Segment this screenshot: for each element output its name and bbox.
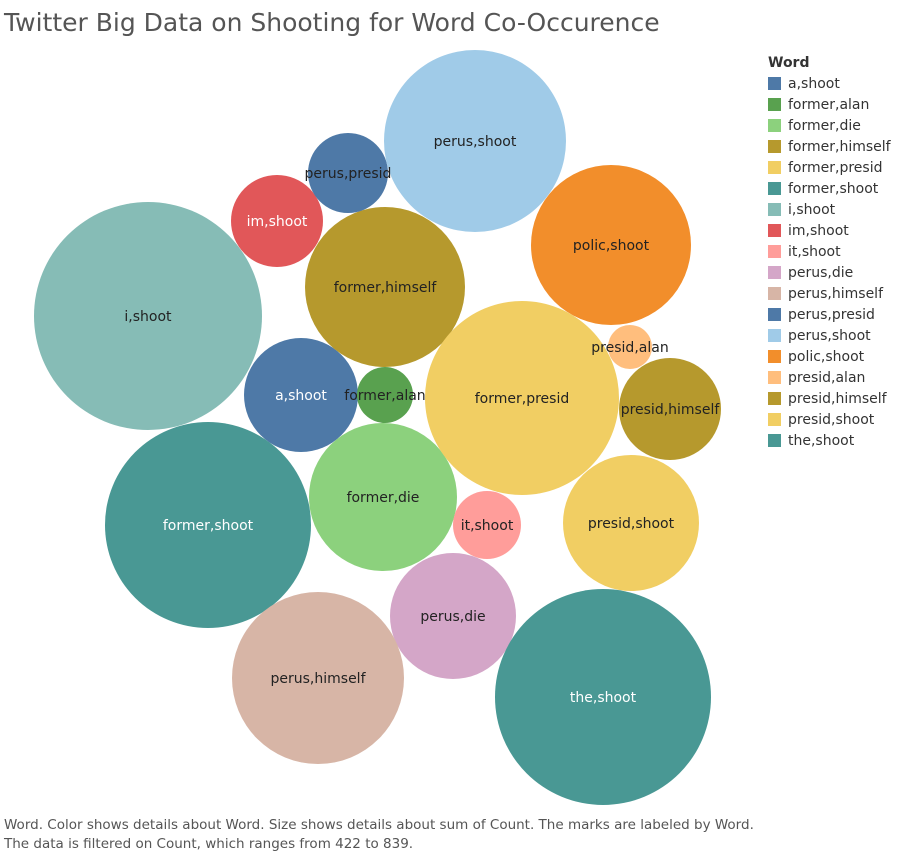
chart-title: Twitter Big Data on Shooting for Word Co… — [4, 8, 660, 37]
bubble-presid-himself[interactable] — [619, 358, 721, 460]
bubble-former-presid[interactable] — [425, 301, 619, 495]
bubble-perus-die[interactable] — [390, 553, 516, 679]
bubble-former-shoot[interactable] — [105, 422, 311, 628]
legend-label: it,shoot — [788, 243, 841, 260]
bubble-label-former-shoot: former,shoot — [163, 518, 254, 534]
legend-item-im-shoot[interactable]: im,shoot — [768, 220, 891, 241]
legend-swatch — [768, 392, 781, 405]
legend-swatch — [768, 203, 781, 216]
legend-label: perus,die — [788, 264, 854, 281]
legend-swatch — [768, 287, 781, 300]
bubble-label-a-shoot: a,shoot — [275, 388, 327, 404]
legend-item-i-shoot[interactable]: i,shoot — [768, 199, 891, 220]
legend-item-perus-shoot[interactable]: perus,shoot — [768, 325, 891, 346]
legend-title: Word — [768, 55, 810, 71]
legend-item-perus-himself[interactable]: perus,himself — [768, 283, 891, 304]
legend-item-former-shoot[interactable]: former,shoot — [768, 178, 891, 199]
bubble-label-perus-presid: perus,presid — [305, 166, 392, 182]
bubble-label-perus-die: perus,die — [420, 609, 485, 625]
bubble-label-polic-shoot: polic,shoot — [573, 238, 650, 254]
legend-swatch — [768, 245, 781, 258]
legend-swatch — [768, 161, 781, 174]
bubble-label-former-alan: former,alan — [344, 388, 425, 404]
legend-label: former,shoot — [788, 180, 879, 197]
legend-label: polic,shoot — [788, 348, 865, 365]
legend-item-former-presid[interactable]: former,presid — [768, 157, 891, 178]
bubble-label-former-die: former,die — [347, 490, 420, 506]
legend-item-former-himself[interactable]: former,himself — [768, 136, 891, 157]
bubble-perus-himself[interactable] — [232, 592, 404, 764]
bubble-polic-shoot[interactable] — [531, 165, 691, 325]
legend-label: perus,shoot — [788, 327, 871, 344]
bubble-label-i-shoot: i,shoot — [124, 309, 172, 325]
legend-item-presid-alan[interactable]: presid,alan — [768, 367, 891, 388]
chart-caption: Word. Color shows details about Word. Si… — [4, 817, 754, 852]
bubble-former-alan[interactable] — [357, 367, 413, 423]
legend-swatch — [768, 371, 781, 384]
legend-swatch — [768, 224, 781, 237]
legend-swatch — [768, 308, 781, 321]
bubble-perus-shoot[interactable] — [384, 50, 566, 232]
legend-label: perus,himself — [788, 285, 883, 302]
legend-label: a,shoot — [788, 75, 840, 92]
legend-item-the-shoot[interactable]: the,shoot — [768, 430, 891, 451]
legend-label: presid,alan — [788, 369, 866, 386]
bubble-a-shoot[interactable] — [244, 338, 358, 452]
bubble-label-presid-shoot: presid,shoot — [588, 516, 675, 532]
legend-label: the,shoot — [788, 432, 855, 449]
legend-label: former,die — [788, 117, 861, 134]
legend-swatch — [768, 119, 781, 132]
bubble-label-perus-shoot: perus,shoot — [434, 134, 517, 150]
legend-label: im,shoot — [788, 222, 849, 239]
bubble-perus-presid[interactable] — [308, 133, 388, 213]
legend-item-presid-himself[interactable]: presid,himself — [768, 388, 891, 409]
legend-swatch — [768, 266, 781, 279]
legend-items: a,shoot former,alan former,die former,himse… — [768, 73, 891, 451]
legend-swatch — [768, 182, 781, 195]
bubble-label-the-shoot: the,shoot — [570, 690, 637, 706]
legend-item-former-alan[interactable]: former,alan — [768, 94, 891, 115]
bubble-label-presid-himself: presid,himself — [621, 402, 721, 418]
legend-item-it-shoot[interactable]: it,shoot — [768, 241, 891, 262]
legend: Word a,shoot former,alan former,die former,… — [768, 55, 891, 451]
legend-swatch — [768, 350, 781, 363]
bubble-label-im-shoot: im,shoot — [247, 214, 308, 230]
legend-item-perus-presid[interactable]: perus,presid — [768, 304, 891, 325]
bubble-label-former-himself: former,himself — [334, 280, 438, 296]
legend-swatch — [768, 434, 781, 447]
legend-item-perus-die[interactable]: perus,die — [768, 262, 891, 283]
bubble-im-shoot[interactable] — [231, 175, 323, 267]
legend-item-a-shoot[interactable]: a,shoot — [768, 73, 891, 94]
bubble-label-presid-alan: presid,alan — [591, 340, 668, 356]
bubble-presid-shoot[interactable] — [563, 455, 699, 591]
legend-item-former-die[interactable]: former,die — [768, 115, 891, 136]
bubble-presid-alan[interactable] — [608, 325, 652, 369]
bubble-i-shoot[interactable] — [34, 202, 262, 430]
bubble-former-die[interactable] — [309, 423, 457, 571]
legend-label: former,himself — [788, 138, 891, 155]
legend-swatch — [768, 140, 781, 153]
legend-item-polic-shoot[interactable]: polic,shoot — [768, 346, 891, 367]
bubble-label-it-shoot: it,shoot — [461, 518, 514, 534]
legend-swatch — [768, 98, 781, 111]
legend-item-presid-shoot[interactable]: presid,shoot — [768, 409, 891, 430]
legend-label: perus,presid — [788, 306, 875, 323]
legend-swatch — [768, 77, 781, 90]
legend-label: i,shoot — [788, 201, 836, 218]
legend-swatch — [768, 413, 781, 426]
bubble-label-former-presid: former,presid — [475, 391, 569, 407]
legend-label: former,presid — [788, 159, 883, 176]
legend-swatch — [768, 329, 781, 342]
bubble-it-shoot[interactable] — [453, 491, 521, 559]
legend-label: presid,himself — [788, 390, 887, 407]
legend-label: presid,shoot — [788, 411, 875, 428]
bubble-label-perus-himself: perus,himself — [271, 671, 367, 687]
bubble-the-shoot[interactable] — [495, 589, 711, 805]
legend-label: former,alan — [788, 96, 870, 113]
bubble-former-himself[interactable] — [305, 207, 465, 367]
